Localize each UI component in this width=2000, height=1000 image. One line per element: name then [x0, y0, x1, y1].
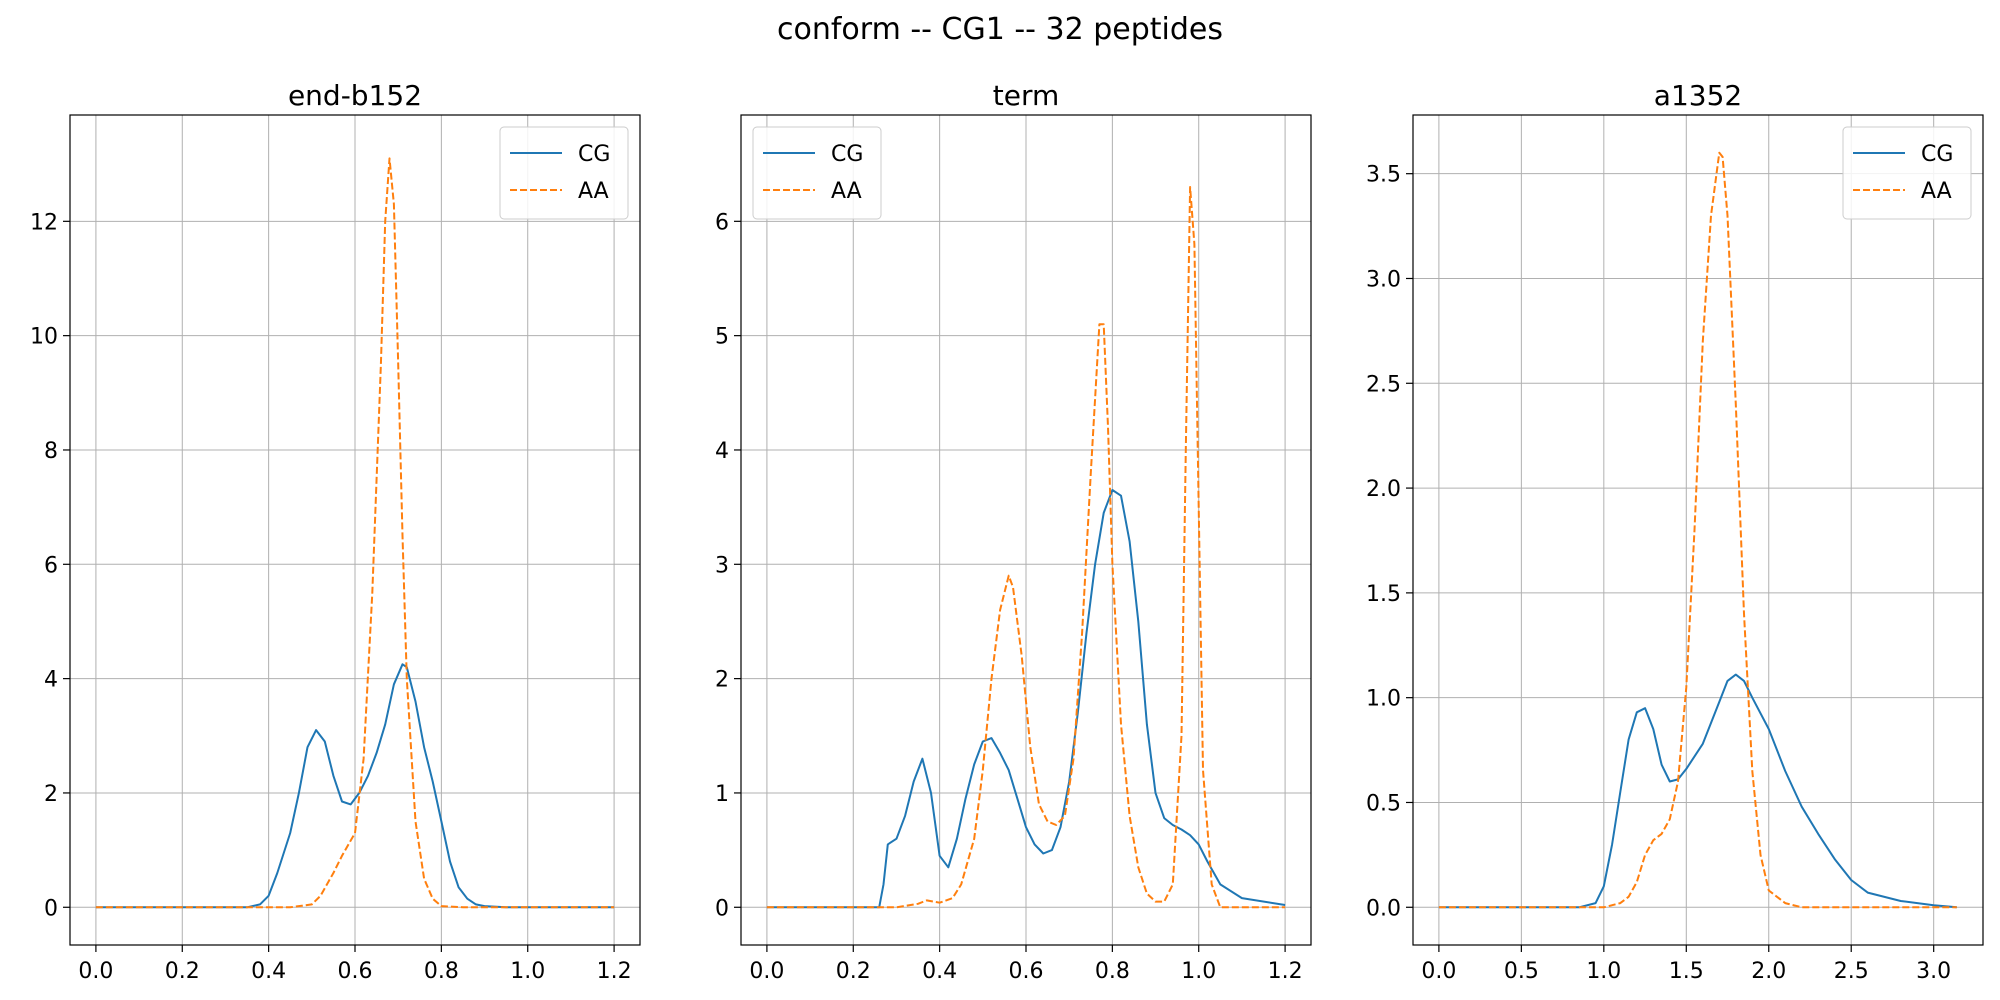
legend-label-cg: CG	[578, 142, 610, 167]
y-tick-label: 12	[30, 210, 58, 235]
x-tick-label: 0.8	[424, 959, 459, 984]
y-tick-label: 1	[715, 782, 729, 807]
y-tick-label: 1.5	[1366, 582, 1401, 607]
x-tick-label: 2.5	[1834, 959, 1869, 984]
y-tick-label: 5	[715, 325, 729, 350]
legend-label-aa: AA	[1921, 179, 1952, 204]
y-tick-label: 0	[44, 896, 58, 921]
x-tick-label: 3.0	[1916, 959, 1951, 984]
x-tick-label: 1.0	[1181, 959, 1216, 984]
y-tick-label: 2.0	[1366, 477, 1401, 502]
x-tick-label: 1.0	[1586, 959, 1621, 984]
x-tick-label: 0.6	[1009, 959, 1044, 984]
x-tick-label: 0.0	[1421, 959, 1456, 984]
x-tick-label: 0.2	[165, 959, 200, 984]
legend-box	[752, 126, 882, 220]
y-tick-label: 3.0	[1366, 267, 1401, 292]
y-tick-label: 2	[44, 782, 58, 807]
series-line-aa	[1438, 151, 1957, 909]
y-tick-label: 8	[44, 439, 58, 464]
subplot-title: term	[993, 79, 1060, 112]
legend-box	[1842, 126, 1972, 220]
subplot-title: end-b152	[288, 79, 422, 112]
y-tick-label: 2.5	[1366, 372, 1401, 397]
y-tick-label: 6	[715, 210, 729, 235]
series-line-cg	[95, 663, 615, 909]
series-line-aa	[95, 157, 615, 909]
subplot-3: 0.0 0.5 1.0 1.5 2.0 2.5 3.0 0.0 0.5 1.0 1.5 2.0 2.5 3…	[1366, 79, 1984, 984]
subplot-1: 0.0 0.2 0.4 0.6 0.8 1.0 1.2 0 2 4 6 8 10 12 end-b152 CG…	[30, 79, 641, 984]
legend-label-aa: AA	[578, 179, 609, 204]
y-tick-label: 3.5	[1366, 163, 1401, 188]
y-tick-label: 1.0	[1366, 687, 1401, 712]
y-tick-label: 3	[715, 553, 729, 578]
x-tick-label: 0.0	[749, 959, 784, 984]
y-tick-label: 2	[715, 668, 729, 693]
legend-label-cg: CG	[1921, 142, 1953, 167]
legend-label-cg: CG	[831, 142, 863, 167]
legend-label-aa: AA	[831, 179, 862, 204]
series-line-aa	[766, 186, 1286, 909]
x-tick-label: 0.8	[1095, 959, 1130, 984]
y-tick-label: 0.0	[1366, 896, 1401, 921]
figure-title: conform -- CG1 -- 32 peptides	[776, 12, 1223, 47]
subplot-title: a1352	[1654, 79, 1742, 112]
x-tick-label: 0.6	[338, 959, 373, 984]
x-tick-label: 1.0	[510, 959, 545, 984]
legend: CG AA	[499, 126, 629, 220]
x-tick-label: 0.0	[78, 959, 113, 984]
x-tick-label: 1.2	[1268, 959, 1303, 984]
y-tick-label: 4	[715, 439, 729, 464]
x-tick-label: 2.0	[1751, 959, 1786, 984]
y-tick-label: 0	[715, 896, 729, 921]
series-line-cg	[766, 489, 1286, 909]
legend-box	[499, 126, 629, 220]
y-tick-label: 10	[30, 325, 58, 350]
x-tick-label: 0.2	[836, 959, 871, 984]
legend: CG AA	[1842, 126, 1972, 220]
x-tick-label: 0.4	[922, 959, 957, 984]
y-tick-label: 6	[44, 553, 58, 578]
x-tick-label: 0.4	[251, 959, 286, 984]
y-tick-label: 0.5	[1366, 791, 1401, 816]
x-tick-label: 1.2	[597, 959, 632, 984]
subplot-2: 0.0 0.2 0.4 0.6 0.8 1.0 1.2 0 1 2 3 4 5 6 term CG AA	[715, 79, 1312, 984]
y-tick-label: 4	[44, 668, 58, 693]
x-tick-label: 0.5	[1504, 959, 1539, 984]
x-tick-label: 1.5	[1669, 959, 1704, 984]
legend: CG AA	[752, 126, 882, 220]
series-line-cg	[1438, 673, 1957, 909]
axes-frame	[1412, 114, 1984, 946]
